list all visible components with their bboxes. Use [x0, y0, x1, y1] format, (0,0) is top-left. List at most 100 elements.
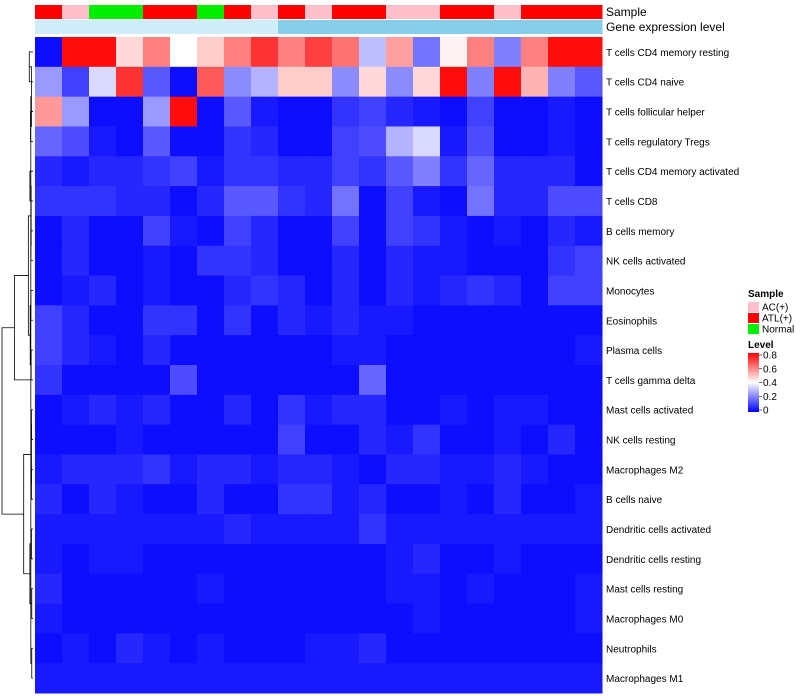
heatmap-cell: [62, 543, 90, 575]
heatmap-cell: [143, 663, 171, 694]
legend-sample-entry: Normal: [762, 325, 794, 336]
row-labels: T cells CD4 memory resting T cells CD4 na…: [606, 48, 739, 685]
heatmap-cell: [62, 96, 90, 127]
heatmap-cell: [521, 186, 549, 217]
row-label: T cells CD4 memory activated: [606, 167, 739, 178]
annotation-cell-expression: [575, 20, 603, 34]
heatmap-cell: [278, 275, 306, 306]
heatmap-cell: [62, 186, 90, 217]
heatmap-cell: [197, 96, 225, 127]
heatmap-cell: [467, 335, 495, 366]
heatmap-cell: [305, 394, 333, 426]
heatmap-cell: [62, 394, 90, 426]
heatmap-cell: [35, 186, 63, 217]
heatmap-cell: [143, 394, 171, 426]
heatmap-cell: [494, 186, 522, 217]
annotation-track-label: Gene expression level: [606, 20, 725, 34]
heatmap-cell: [89, 335, 117, 366]
heatmap-cell: [440, 484, 468, 515]
heatmap-cell: [494, 394, 522, 426]
heatmap-cell: [332, 365, 360, 396]
heatmap-cell: [305, 514, 333, 545]
annotation-cell-expression: [35, 20, 63, 34]
heatmap-cell: [143, 573, 171, 605]
heatmap-cell: [305, 245, 333, 277]
annotation-cell-sample: [278, 5, 306, 19]
heatmap-cell: [89, 37, 117, 68]
heatmap-cell: [521, 66, 549, 98]
heatmap-cell: [413, 365, 441, 396]
heatmap-cell: [116, 424, 144, 455]
heatmap-cell: [62, 454, 90, 485]
heatmap-cell: [89, 454, 117, 485]
heatmap-cell: [386, 305, 414, 336]
heatmap-cell: [575, 126, 603, 157]
heatmap-cell: [386, 96, 414, 127]
heatmap-cell: [170, 484, 198, 515]
heatmap-cell: [278, 424, 306, 455]
annotation-cell-expression: [494, 20, 522, 34]
heatmap-cell: [575, 156, 603, 187]
heatmap-cell: [224, 514, 252, 545]
heatmap-cell: [413, 424, 441, 455]
annotation-cell-sample: [143, 5, 171, 19]
heatmap-cell: [278, 394, 306, 426]
legend-color-bar: [748, 353, 759, 412]
heatmap-cell: [62, 126, 90, 157]
heatmap-cell: [332, 603, 360, 634]
heatmap-cell: [197, 66, 225, 98]
heatmap-cell: [359, 96, 387, 127]
heatmap-cell: [62, 633, 90, 664]
heatmap-cell: [278, 126, 306, 157]
heatmap-cell: [575, 484, 603, 515]
row-label: Macrophages M2: [606, 465, 684, 476]
heatmap-cell: [224, 365, 252, 396]
heatmap-cell: [89, 633, 117, 664]
row-label: Mast cells resting: [606, 585, 683, 596]
heatmap-cell: [467, 37, 495, 68]
heatmap-cell: [440, 543, 468, 575]
heatmap-cell: [143, 424, 171, 455]
heatmap-cell: [251, 633, 279, 664]
heatmap-cell: [440, 365, 468, 396]
row-label: NK cells activated: [606, 257, 685, 268]
heatmap-cell: [278, 603, 306, 634]
heatmap-cell: [467, 156, 495, 187]
heatmap-cell: [278, 215, 306, 247]
heatmap-cell: [359, 156, 387, 187]
heatmap-cell: [197, 186, 225, 217]
heatmap-cell: [278, 186, 306, 217]
annotation-track-label: Sample: [606, 5, 647, 19]
heatmap-cell: [143, 156, 171, 187]
heatmap-cell: [575, 96, 603, 127]
annotation-cell-expression: [170, 20, 198, 34]
heatmap-cell: [278, 573, 306, 605]
annotation-cell-expression: [143, 20, 171, 34]
annotation-cell-expression: [197, 20, 225, 34]
heatmap-cell: [170, 603, 198, 634]
heatmap-cell: [494, 484, 522, 515]
heatmap-cell: [305, 37, 333, 68]
legend-level-title: Level: [748, 340, 774, 351]
heatmap-cell: [440, 126, 468, 157]
heatmap-cell: [386, 186, 414, 217]
heatmap-cell: [278, 96, 306, 127]
row-label: Mast cells activated: [606, 406, 693, 417]
heatmap-cell: [359, 573, 387, 605]
heatmap-cell: [548, 215, 576, 247]
heatmap-cell: [305, 186, 333, 217]
heatmap-cell: [440, 186, 468, 217]
heatmap-cell: [278, 365, 306, 396]
heatmap-cell: [548, 543, 576, 575]
heatmap-cell: [521, 96, 549, 127]
heatmap-cell: [251, 454, 279, 485]
heatmap-cell: [305, 215, 333, 247]
heatmap-cell: [170, 37, 198, 68]
heatmap-cell: [143, 335, 171, 366]
heatmap-cell: [251, 484, 279, 515]
heatmap-cell: [224, 424, 252, 455]
heatmap-cell: [467, 305, 495, 336]
heatmap-cell: [35, 156, 63, 187]
heatmap-cell: [467, 454, 495, 485]
heatmap-cell: [116, 66, 144, 98]
